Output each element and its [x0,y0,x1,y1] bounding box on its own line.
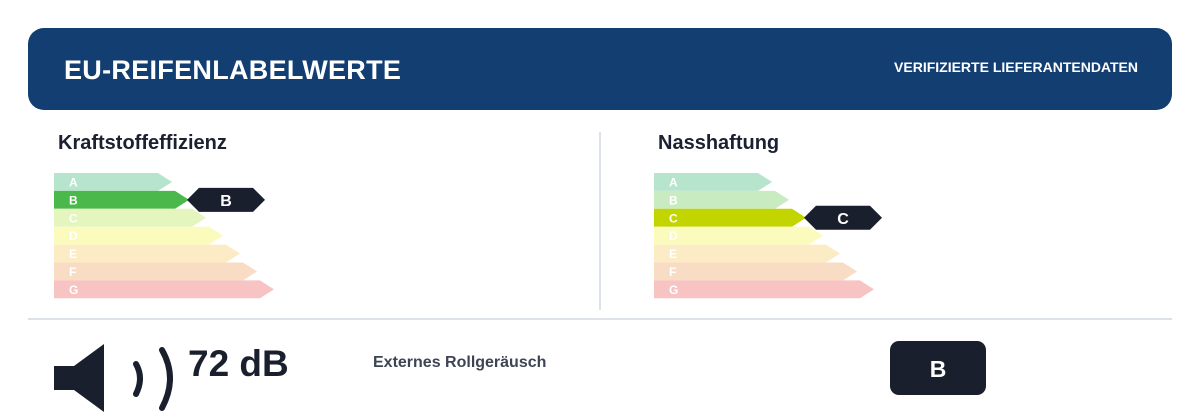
wet-grade-letter-b: B [669,193,678,207]
wet-grade-bar-f [654,262,857,281]
fuel-grade-bar-f [54,262,257,281]
noise-label: Externes Rollgeräusch [373,354,547,371]
fuel-grade-bar-e [54,244,240,263]
noise-class-badge: B [890,341,986,395]
noise-value: 72 dB [188,343,289,384]
speaker-icon [54,344,173,412]
fuel-grade-letter-f: F [69,265,76,279]
wet-grade-letter-c: C [669,211,678,225]
fuel-grade-bar-d [54,226,223,245]
fuel-grade-letter-e: E [69,247,77,261]
wet-grade-letter-e: E [669,247,677,261]
wet-grade-bar-g [654,280,874,299]
header-bar: EU-REIFENLABELWERTE VERIFIZIERTE LIEFERA… [28,28,1172,110]
fuel-grade-bar-c [54,208,206,227]
fuel-grade-bar-b [54,190,189,209]
wet-grade-letter-d: D [669,229,678,243]
section-divider [28,318,1172,320]
fuel-selected-grade: B [220,193,232,210]
wet-selected-marker [804,205,882,230]
wet-grade-bar-c [654,208,806,227]
fuel-efficiency-title: Kraftstoffeffizienz [58,132,227,154]
fuel-selected-marker [187,187,265,212]
wet-grade-bar-a [654,173,772,191]
wet-grade-bar-b [654,190,789,209]
panel-divider [599,132,601,310]
verified-data-badge: VERIFIZIERTE LIEFERANTENDATEN [894,59,1138,75]
fuel-grade-letter-d: D [69,229,78,243]
wet-grade-letter-a: A [669,175,678,189]
page-title: EU-REIFENLABELWERTE [64,55,402,85]
wet-grade-letter-f: F [669,265,676,279]
wet-grade-letter-g: G [669,283,678,297]
wet-grade-bar-e [654,244,840,263]
fuel-grade-bar-g [54,280,274,299]
wet-grip-title: Nasshaftung [658,132,780,154]
wet-grade-bar-d [654,226,823,245]
fuel-grade-letter-a: A [69,175,78,189]
fuel-grade-letter-g: G [69,283,78,297]
fuel-grade-letter-c: C [69,211,78,225]
fuel-grade-letter-b: B [69,193,78,207]
fuel-grade-bar-a [54,173,172,191]
wet-selected-grade: C [837,211,849,228]
